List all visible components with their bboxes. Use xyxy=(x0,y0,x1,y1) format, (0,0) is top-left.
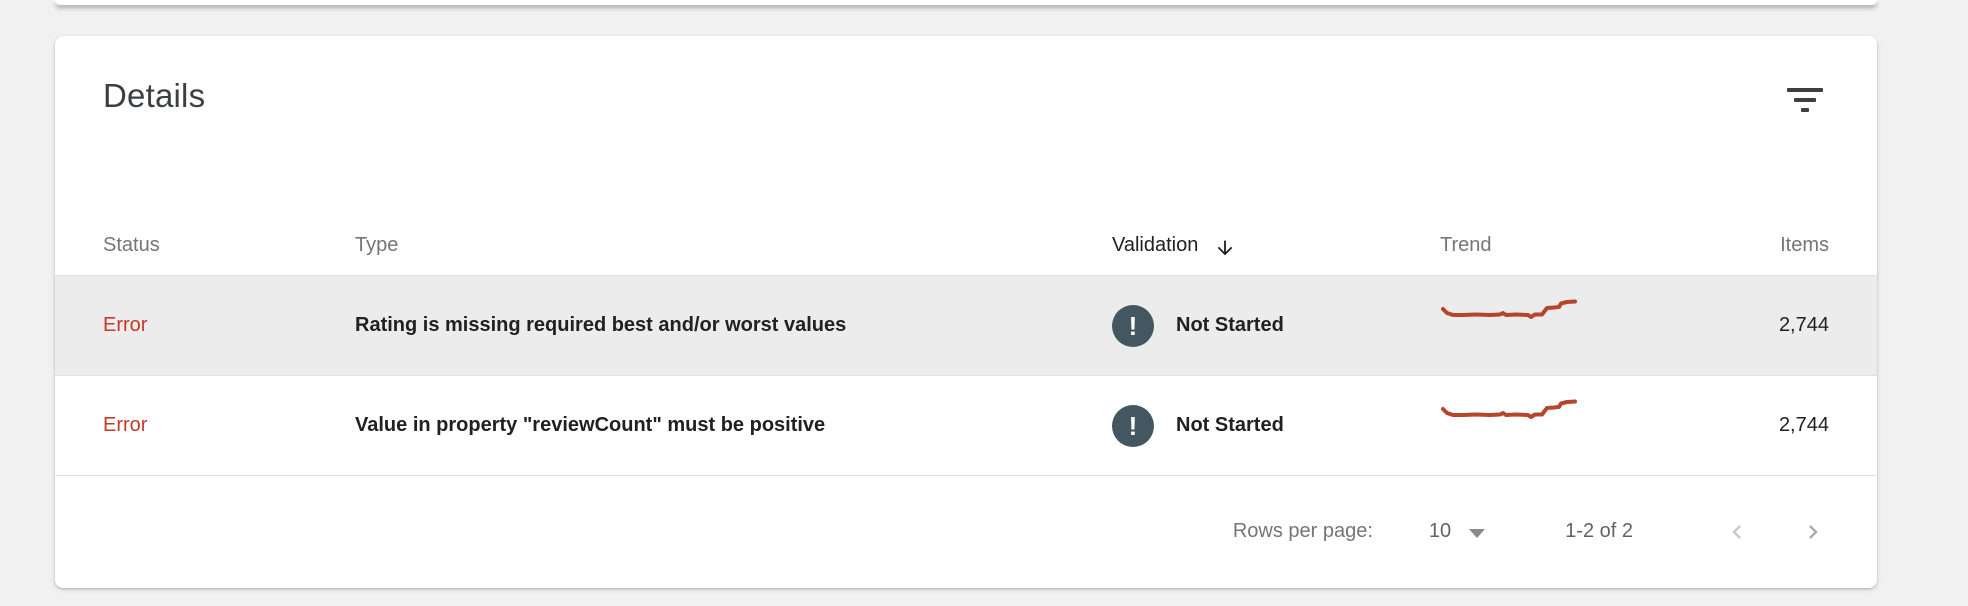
exclamation-circle-icon: ! xyxy=(1112,304,1154,347)
card-header: Details xyxy=(55,36,1877,122)
column-header-validation-label: Validation xyxy=(1112,234,1199,256)
column-header-validation[interactable]: Validation xyxy=(1112,234,1440,275)
status-error-label: Error xyxy=(103,314,148,336)
page-title: Details xyxy=(103,77,206,114)
items-count: 2,744 xyxy=(1778,414,1829,436)
table-row[interactable]: Error Rating is missing required best an… xyxy=(55,276,1877,376)
validation-status-text: Not Started xyxy=(1176,414,1284,436)
status-error-label: Error xyxy=(103,414,148,436)
column-header-items[interactable]: Items xyxy=(1780,234,1829,256)
exclamation-circle-icon: ! xyxy=(1112,404,1154,447)
pagination-bar: Rows per page: 10 1-2 of 2 xyxy=(55,476,1877,587)
validation-status-text: Not Started xyxy=(1176,314,1284,336)
table-header-row: Status Type Validation Trend Items xyxy=(55,122,1877,276)
details-card: Details Status Type Validation Trend Ite… xyxy=(55,36,1877,588)
rows-per-page-label: Rows per page: xyxy=(1232,520,1373,542)
sparkline-path xyxy=(1441,299,1577,319)
sparkline-path xyxy=(1441,399,1577,419)
row-type-text: Rating is missing required best and/or w… xyxy=(355,314,847,336)
previous-card-bottom-edge xyxy=(55,0,1877,5)
table-row[interactable]: Error Value in property "reviewCount" mu… xyxy=(55,376,1877,476)
column-header-type[interactable]: Type xyxy=(355,234,399,256)
rows-per-page-select[interactable]: 10 xyxy=(1428,520,1486,543)
pagination-range: 1-2 of 2 xyxy=(1565,520,1633,542)
column-header-trend[interactable]: Trend xyxy=(1440,234,1492,256)
next-page-button[interactable] xyxy=(1799,518,1827,546)
items-count: 2,744 xyxy=(1778,314,1829,336)
filter-button[interactable] xyxy=(1779,80,1831,120)
previous-page-button[interactable] xyxy=(1723,518,1751,546)
column-header-status[interactable]: Status xyxy=(103,234,160,256)
sort-arrow-down-icon xyxy=(1218,240,1233,255)
rows-per-page-value: 10 xyxy=(1428,520,1452,542)
dropdown-arrow-icon xyxy=(1469,528,1486,538)
filter-list-icon xyxy=(1787,88,1823,112)
row-type-text: Value in property "reviewCount" must be … xyxy=(355,414,826,436)
chevron-right-icon xyxy=(1809,524,1818,539)
chevron-left-icon xyxy=(1732,524,1741,539)
